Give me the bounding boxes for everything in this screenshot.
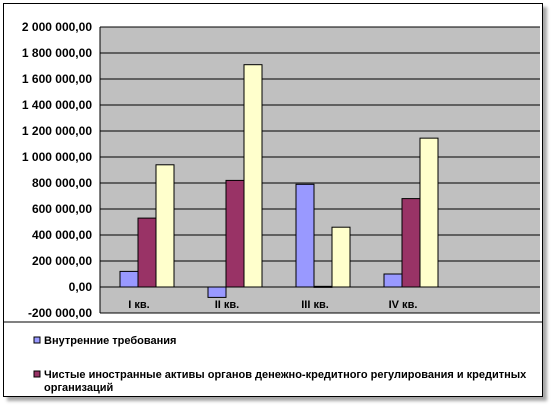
x-category-label: I кв. [128, 299, 149, 311]
bar [243, 64, 263, 288]
x-axis-categories: I кв. II кв. III кв. IV кв. [128, 299, 417, 311]
bar [401, 198, 421, 288]
bar-chart: 2 000 000,00 1 800 000,00 1 600 000,00 1 40… [4, 20, 542, 394]
legend: Внутренние требования Чистые иностранные … [33, 335, 527, 394]
y-tick-label: 0,00 [69, 280, 93, 294]
legend-label: Внутренние требования [44, 335, 176, 347]
y-tick-label: 1 600 000,00 [22, 72, 92, 86]
y-tick-label: 1 800 000,00 [22, 46, 92, 60]
bar [119, 270, 139, 288]
bar [383, 273, 403, 288]
y-tick-label: 600 000,00 [32, 202, 92, 216]
bar [313, 285, 333, 288]
bar [137, 217, 157, 288]
bar [295, 183, 315, 288]
y-tick-label: 200 000,00 [32, 254, 92, 268]
bar [331, 226, 351, 288]
x-category-label: IV кв. [389, 299, 418, 311]
chart-frame: 2 000 000,00 1 800 000,00 1 600 000,00 1 40… [3, 3, 543, 397]
bar [419, 137, 439, 288]
y-axis-ticks: 2 000 000,00 1 800 000,00 1 600 000,00 1 40… [22, 20, 92, 320]
legend-label: Чистые иностранные активы органов денежн… [44, 369, 527, 381]
bar [155, 164, 175, 288]
legend-label: организаций [44, 382, 113, 394]
y-tick-label: 1 200 000,00 [22, 124, 92, 138]
bar [225, 179, 245, 288]
y-tick-label: 2 000 000,00 [22, 20, 92, 34]
y-tick-label: 1 000 000,00 [22, 150, 92, 164]
y-tick-label: 400 000,00 [32, 228, 92, 242]
legend-swatch [33, 370, 41, 378]
y-tick-label: 800 000,00 [32, 176, 92, 190]
bar [207, 286, 227, 298]
bars [119, 64, 439, 298]
y-tick-label: -200 000,00 [28, 306, 92, 320]
x-category-label: III кв. [301, 299, 329, 311]
legend-swatch [33, 336, 41, 344]
x-category-label: II кв. [215, 299, 240, 311]
y-tick-label: 1 400 000,00 [22, 98, 92, 112]
